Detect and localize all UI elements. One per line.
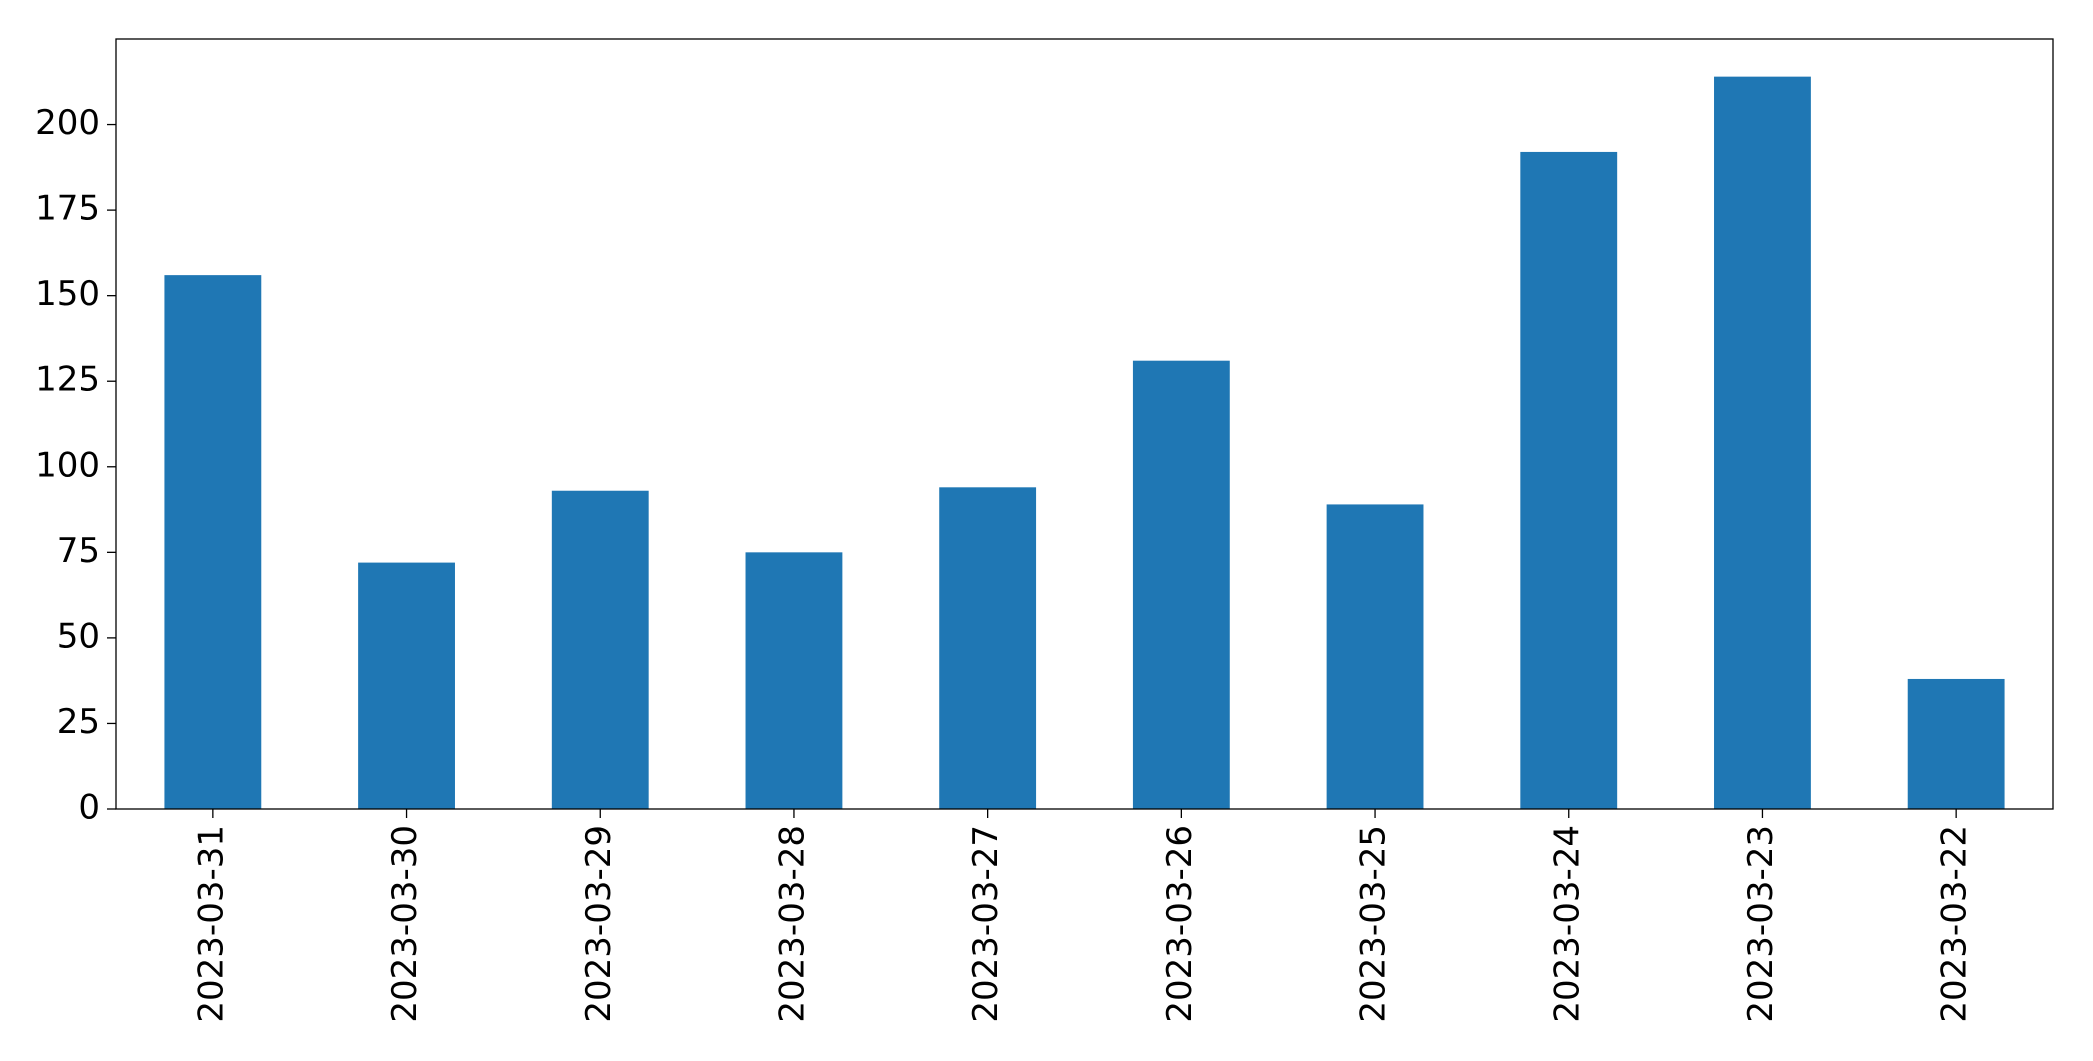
bar (1907, 678, 2005, 809)
bar (1326, 504, 1424, 809)
x-tick-label: 2023-03-29 (579, 825, 619, 1023)
y-tick-label: 125 (35, 360, 100, 400)
x-tick-label: 2023-03-27 (966, 825, 1006, 1023)
x-tick-label: 2023-03-23 (1741, 825, 1781, 1023)
x-tick-label: 2023-03-30 (385, 825, 425, 1023)
bar (551, 490, 649, 809)
x-tick-label: 2023-03-26 (1160, 825, 1200, 1023)
bar (1520, 151, 1618, 809)
x-tick-label: 2023-03-24 (1547, 825, 1587, 1023)
x-tick-label: 2023-03-28 (772, 825, 812, 1023)
bar (1132, 360, 1230, 809)
y-tick-label: 200 (35, 103, 100, 143)
y-tick-label: 50 (57, 616, 100, 656)
bar (164, 275, 262, 810)
bar (1714, 76, 1811, 809)
bar (358, 562, 455, 809)
y-tick-label: 150 (35, 274, 100, 314)
bar (745, 552, 843, 809)
y-tick-label: 75 (57, 531, 100, 571)
y-tick-label: 0 (78, 788, 100, 828)
y-tick-label: 100 (35, 445, 100, 485)
x-tick-label: 2023-03-22 (1935, 825, 1975, 1023)
y-tick-label: 25 (57, 702, 100, 742)
x-tick-label: 2023-03-25 (1354, 825, 1394, 1023)
plot-frame (115, 38, 2054, 810)
x-tick-label: 2023-03-31 (191, 825, 231, 1023)
bar (939, 487, 1037, 809)
y-tick-label: 175 (35, 189, 100, 229)
